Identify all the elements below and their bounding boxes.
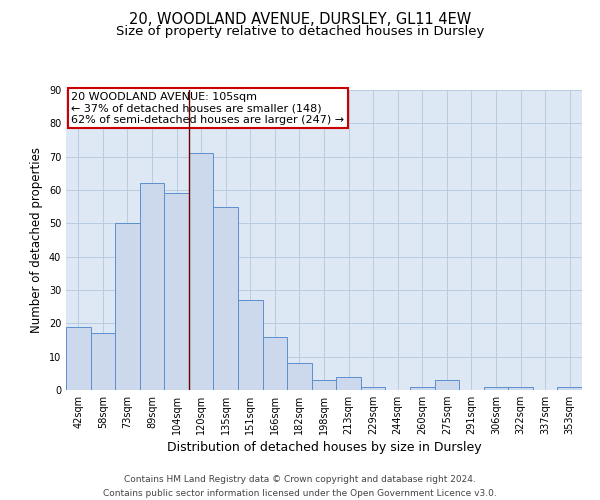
Y-axis label: Number of detached properties: Number of detached properties	[30, 147, 43, 333]
Bar	[91, 334, 115, 390]
Bar	[164, 194, 189, 390]
X-axis label: Distribution of detached houses by size in Dursley: Distribution of detached houses by size …	[167, 442, 481, 454]
Bar	[557, 386, 582, 390]
Text: Contains HM Land Registry data © Crown copyright and database right 2024.
Contai: Contains HM Land Registry data © Crown c…	[103, 476, 497, 498]
Text: Size of property relative to detached houses in Dursley: Size of property relative to detached ho…	[116, 25, 484, 38]
Text: 20, WOODLAND AVENUE, DURSLEY, GL11 4EW: 20, WOODLAND AVENUE, DURSLEY, GL11 4EW	[129, 12, 471, 28]
Bar	[312, 380, 336, 390]
Bar	[66, 326, 91, 390]
Bar	[189, 154, 214, 390]
Bar	[214, 206, 238, 390]
Bar	[508, 386, 533, 390]
Bar	[140, 184, 164, 390]
Bar	[410, 386, 434, 390]
Bar	[115, 224, 140, 390]
Bar	[434, 380, 459, 390]
Bar	[484, 386, 508, 390]
Bar	[238, 300, 263, 390]
Bar	[287, 364, 312, 390]
Bar	[263, 336, 287, 390]
Bar	[336, 376, 361, 390]
Text: 20 WOODLAND AVENUE: 105sqm
← 37% of detached houses are smaller (148)
62% of sem: 20 WOODLAND AVENUE: 105sqm ← 37% of deta…	[71, 92, 344, 124]
Bar	[361, 386, 385, 390]
